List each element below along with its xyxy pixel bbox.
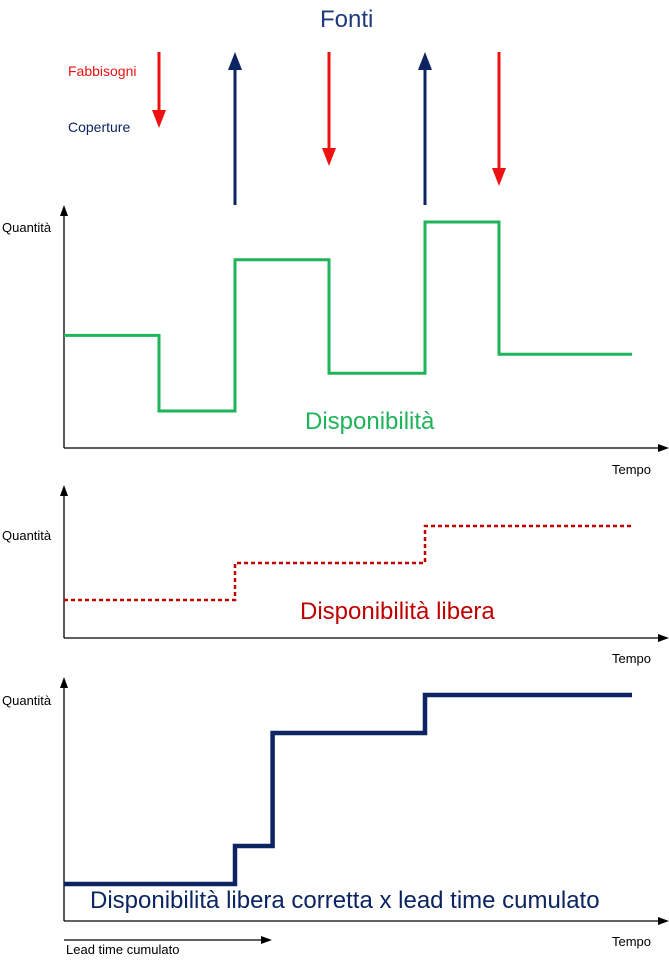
step-line-corrected-availability — [64, 692, 632, 887]
requirement-arrow-head — [152, 110, 166, 128]
lead-time-layer — [64, 936, 272, 944]
step-line-free-availability — [64, 524, 632, 602]
y-axis-arrowhead — [60, 485, 68, 496]
step-line-availability — [64, 220, 632, 413]
panel2-x-axis-label: Tempo — [612, 651, 652, 666]
diagram-title: Fonti — [320, 6, 374, 33]
lead-time-label: Lead time cumulato — [66, 942, 180, 957]
panel2-y-axis-label-visible: Quantità — [2, 528, 52, 543]
coverage-arrow-head — [228, 52, 242, 70]
requirement-arrow-head — [492, 168, 506, 186]
panels-layer — [60, 205, 669, 925]
x-axis-arrowhead — [658, 634, 669, 642]
panel3-series-label: Disponibilità libera corretta x lead tim… — [90, 887, 600, 914]
y-axis-arrowhead — [60, 677, 68, 688]
panel-availability — [60, 205, 669, 452]
x-axis-arrowhead — [658, 917, 669, 925]
panel1-x-axis-label: Tempo — [612, 462, 652, 477]
panel1-y-axis-label: Quantità — [2, 220, 52, 235]
panel-free-availability — [60, 485, 669, 642]
panel-corrected-availability — [60, 677, 669, 925]
legend-coverages-label: Coperture — [68, 119, 131, 135]
lead-time-arrow-head — [261, 936, 272, 944]
panel1-series-label: Disponibilità — [305, 408, 435, 435]
legend-requirements-label: Fabbisogni — [68, 63, 137, 79]
coverage-arrow-head — [418, 52, 432, 70]
y-axis-arrowhead — [60, 205, 68, 216]
requirement-arrow-head — [322, 148, 336, 166]
panel2-series-label: Disponibilità libera — [300, 598, 495, 625]
panel3-x-axis-label: Tempo — [612, 934, 652, 949]
x-axis-arrowhead — [658, 444, 669, 452]
panel3-y-axis-label: Quantità — [2, 693, 52, 708]
events-layer — [152, 52, 506, 205]
